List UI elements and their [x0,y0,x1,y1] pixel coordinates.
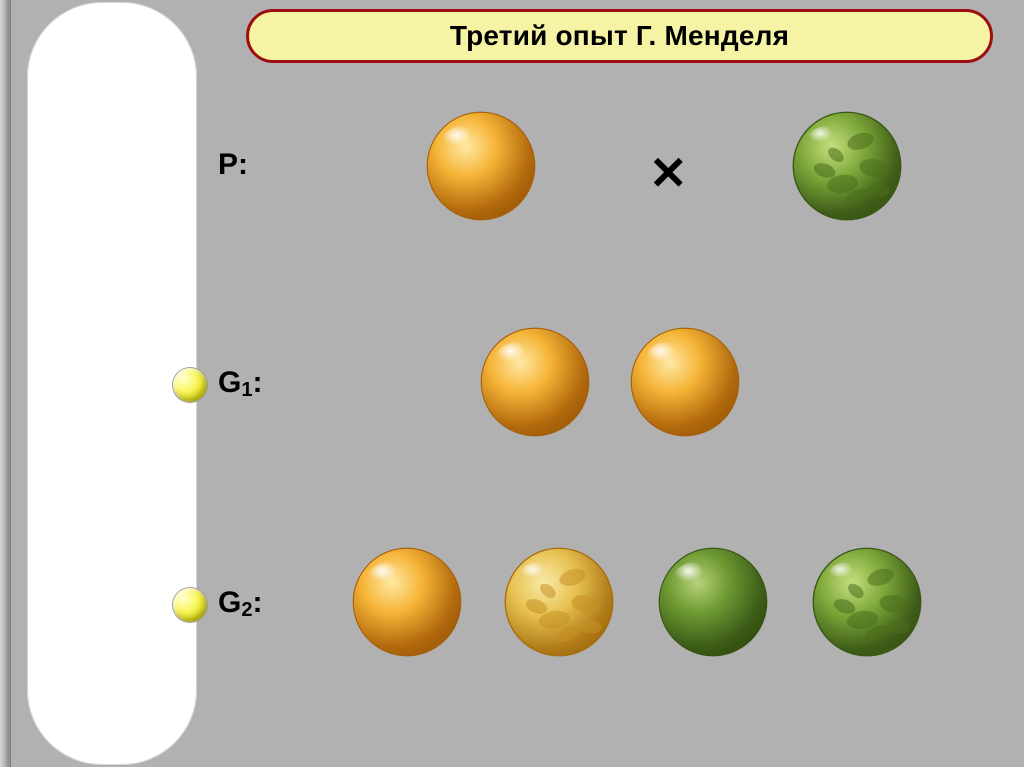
window-edge [0,0,11,767]
label-g2-base: G [218,586,241,619]
cross-symbol: ✕ [649,147,688,199]
pea-g1-1 [479,326,591,438]
label-p: P: [218,148,248,182]
label-g1-colon: : [252,366,262,399]
label-g1-sub: 1 [241,379,252,401]
pea-g2-2 [503,546,615,658]
pea-g2-4 [811,546,923,658]
pea-g1-2 [629,326,741,438]
label-p-text: P: [218,148,248,181]
label-g1: G1: [218,366,262,400]
label-g1-base: G [218,366,241,399]
pea-p-parent2 [791,110,903,222]
cross-icon: ✕ [649,150,688,196]
slide-canvas: Третий опыт Г. Менделя P: ✕ [13,0,1024,767]
label-g2-colon: : [252,586,262,619]
bullet-g1 [173,368,207,402]
label-g2-sub: 2 [241,599,252,621]
title-text: Третий опыт Г. Менделя [450,20,789,52]
pea-g2-3 [657,546,769,658]
pea-g2-1 [351,546,463,658]
label-g2: G2: [218,586,262,620]
bullet-g2 [173,588,207,622]
pea-p-parent1 [425,110,537,222]
sidebar-pill [27,2,197,765]
title-banner: Третий опыт Г. Менделя [246,9,993,63]
